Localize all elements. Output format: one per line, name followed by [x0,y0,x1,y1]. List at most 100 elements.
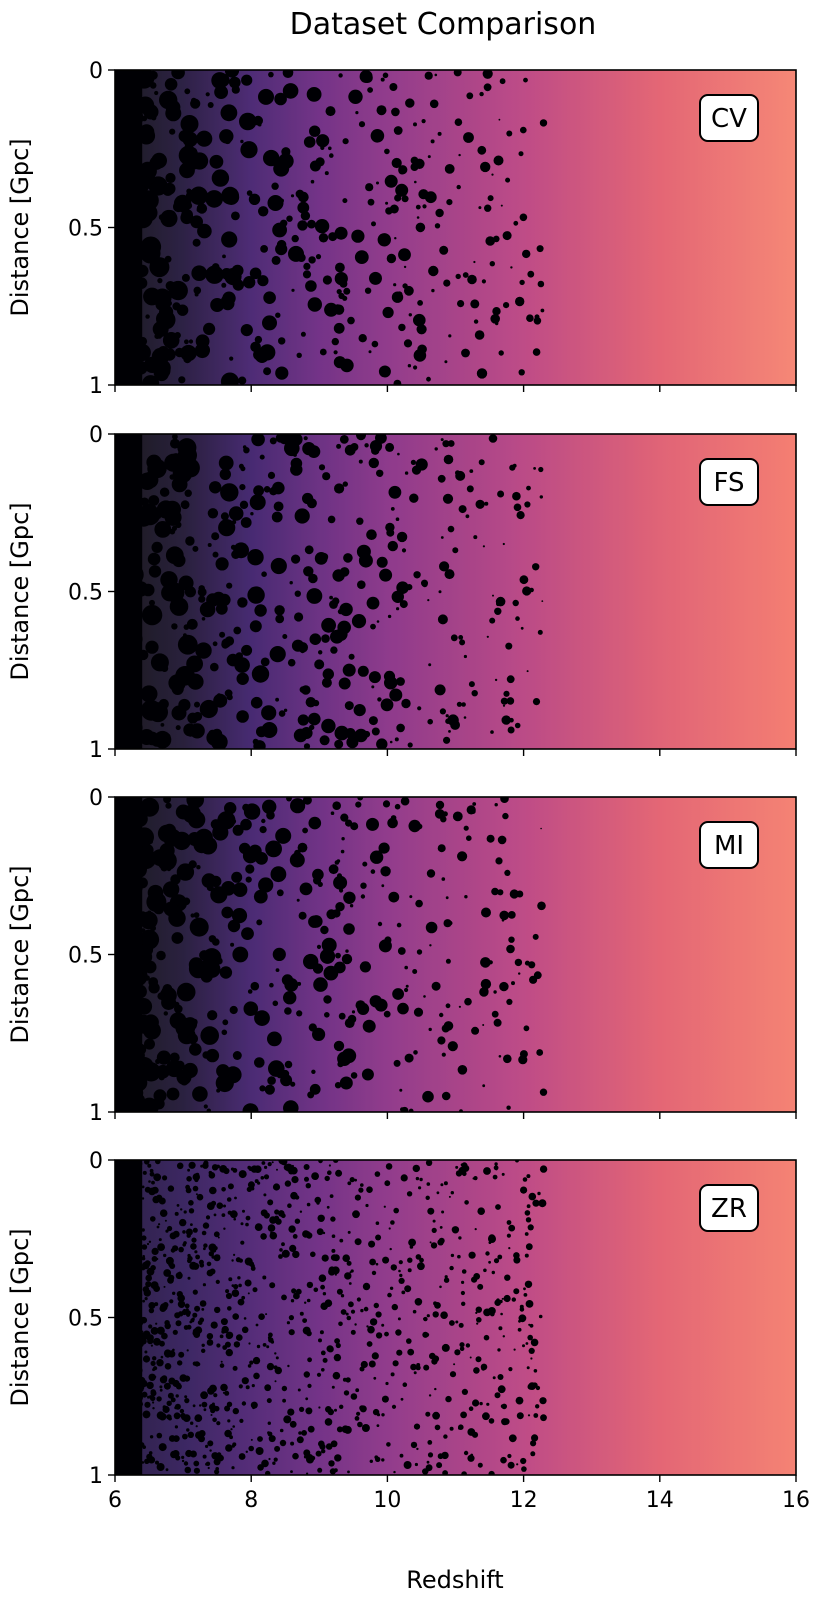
x-tick-label: 16 [782,1488,810,1513]
void-blob [154,1375,157,1378]
void-blob [484,501,489,506]
void-blob [283,1415,292,1424]
void-blob [410,1363,417,1371]
void-blob [241,74,253,86]
void-blob [519,279,525,286]
void-blob [415,458,428,471]
void-blob [466,485,474,493]
void-blob [169,1052,180,1063]
void-blob [317,1467,323,1473]
void-blob [328,146,332,151]
void-blob [473,260,476,264]
void-blob [191,1237,197,1243]
void-blob [328,864,339,875]
void-blob [458,1322,464,1328]
void-blob [253,1057,265,1068]
void-blob [148,839,153,844]
void-blob [183,355,192,364]
void-blob [509,717,514,723]
void-blob [425,1160,433,1166]
void-blob [375,1262,379,1266]
void-blob [253,485,264,497]
void-blob [308,256,316,264]
void-blob [348,1301,354,1308]
void-blob [151,115,157,121]
void-blob [493,1258,500,1264]
void-blob [516,1412,524,1420]
void-blob [330,1440,338,1448]
void-blob [332,801,342,810]
chart-title: Dataset Comparison [290,7,597,42]
void-blob [371,685,375,689]
void-blob [527,270,535,278]
void-blob [410,1441,418,1449]
void-blob [399,1273,403,1278]
void-blob [443,1021,454,1031]
void-blob [191,265,207,282]
void-blob [160,1355,164,1359]
void-blob [461,1280,465,1284]
void-blob [158,214,165,221]
void-blob [150,1395,156,1402]
void-blob [458,1236,462,1240]
void-blob [358,553,373,568]
void-blob [294,1218,301,1224]
void-blob [169,1232,177,1240]
void-blob [287,1203,292,1208]
void-blob [156,1432,163,1439]
heat-texture [115,70,796,385]
void-blob [532,348,541,356]
void-blob [499,910,510,921]
void-blob [281,1249,290,1258]
void-blob [372,857,379,864]
void-blob [334,1454,342,1462]
void-blob [177,1360,183,1366]
void-blob [519,213,528,222]
y-axis-label: Distance [Gpc] [6,502,34,680]
void-blob [233,1341,241,1348]
y-tick-label: 0.5 [68,1307,103,1332]
void-blob [182,1433,188,1440]
void-blob [493,990,497,994]
void-blob [321,634,330,643]
void-blob [289,1244,297,1252]
void-blob [150,1360,156,1366]
void-blob [238,376,247,385]
void-blob [332,1254,340,1262]
void-blob [354,728,368,743]
void-blob [328,1460,335,1467]
void-blob [340,813,349,822]
void-blob [289,1166,298,1175]
void-blob [174,332,181,339]
void-blob [309,633,322,645]
void-blob [169,1263,176,1269]
void-blob [314,219,330,234]
void-blob [373,1376,377,1380]
void-blob [384,1331,389,1337]
void-blob [477,1462,483,1468]
void-blob [175,725,181,731]
void-blob [501,715,511,725]
void-blob [192,1185,199,1192]
void-blob [486,834,495,843]
void-blob [148,1373,156,1382]
void-blob [218,815,231,829]
void-blob [274,1380,277,1383]
void-blob [193,836,211,854]
void-blob [358,1187,364,1193]
void-blob [213,1393,218,1398]
void-blob [413,571,421,579]
void-blob [500,1456,507,1464]
void-blob [294,590,301,597]
void-blob [525,1217,532,1223]
void-blob [239,1418,244,1423]
void-blob [327,1346,334,1353]
void-blob [338,73,343,78]
void-blob [192,1173,200,1181]
void-blob [148,1180,151,1183]
void-blob [255,1323,259,1327]
void-blob [290,463,303,476]
void-blob [443,1277,450,1283]
void-blob [520,126,527,134]
void-blob [429,99,439,109]
